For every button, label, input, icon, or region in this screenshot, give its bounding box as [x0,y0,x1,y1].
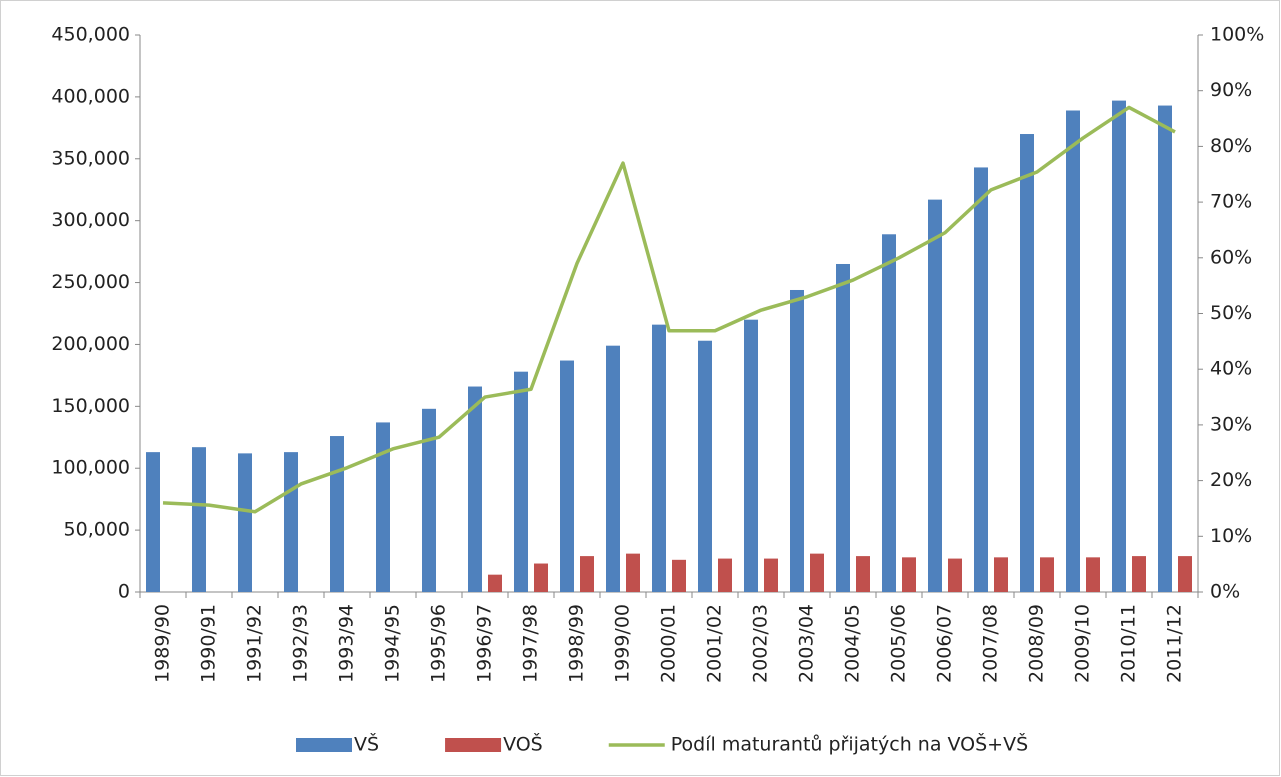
bar [698,340,712,592]
bar [1112,100,1126,592]
bar [882,234,896,592]
bar [948,558,962,592]
bar [764,558,778,592]
x-tick-label: 1998/99 [566,604,588,683]
bar [192,447,206,592]
y2-tick-label: 80% [1210,135,1252,157]
bar [994,557,1008,592]
bar [836,263,850,592]
y-tick-label: 450,000 [51,24,130,46]
x-tick-label: 1996/97 [474,604,496,683]
bar [422,408,436,592]
bar [928,199,942,592]
y2-tick-label: 60% [1210,246,1252,268]
legend-label: Podíl maturantů přijatých na VOŠ+VŠ [671,732,1028,756]
bar [1132,556,1146,592]
y-tick-label: 250,000 [51,271,130,293]
bar [744,319,758,592]
legend-label: VŠ [354,732,379,756]
x-tick-label: 2008/09 [1026,604,1048,683]
bar [718,558,732,592]
y-tick-label: 400,000 [51,85,130,107]
bar [468,386,482,592]
y2-tick-label: 40% [1210,358,1252,380]
x-tick-label: 2004/05 [842,604,864,683]
bar [902,557,916,592]
legend-swatch [445,738,502,752]
legend-swatch [296,738,352,752]
y-tick-label: 100,000 [51,457,130,479]
bar [534,563,548,592]
y-tick-label: 0 [118,581,130,603]
x-tick-label: 2003/04 [796,604,818,683]
x-tick-label: 2009/10 [1072,604,1094,683]
x-tick-label: 2007/08 [980,604,1002,683]
x-tick-label: 1994/95 [382,604,404,683]
x-tick-label: 1997/98 [520,604,542,683]
y2-tick-label: 90% [1210,79,1252,101]
y2-tick-label: 30% [1210,413,1252,435]
y-tick-label: 300,000 [51,209,130,231]
bar [330,436,344,592]
bar [672,559,686,592]
bar [146,452,160,592]
bar [1158,105,1172,592]
bar [810,553,824,592]
y-tick-label: 50,000 [64,519,130,541]
y2-tick-label: 20% [1210,469,1252,491]
y2-tick-label: 70% [1210,191,1252,213]
bar [606,345,620,592]
y2-tick-label: 50% [1210,302,1252,324]
x-tick-label: 1991/92 [244,604,266,683]
x-tick-label: 1989/90 [152,604,174,683]
y2-tick-label: 0% [1210,581,1240,603]
x-tick-label: 1999/00 [612,604,634,683]
bar [580,556,594,592]
bar [514,371,528,592]
x-tick-label: 2010/11 [1118,604,1140,683]
y2-tick-label: 100% [1210,24,1264,46]
x-tick-label: 1995/96 [428,604,450,683]
x-tick-label: 2002/03 [750,604,772,683]
bar [1040,557,1054,592]
y-tick-label: 150,000 [51,395,130,417]
bar [856,556,870,592]
bar [1020,134,1034,592]
x-tick-label: 1993/94 [336,604,358,683]
bar [488,574,502,592]
y-tick-label: 200,000 [51,333,130,355]
x-tick-label: 2001/02 [704,604,726,683]
x-tick-label: 2006/07 [934,604,956,683]
bar [626,553,640,592]
bar [1086,557,1100,592]
bar [376,422,390,592]
bar [284,452,298,592]
bar [1178,556,1192,592]
x-tick-label: 1990/91 [198,604,220,683]
y2-tick-label: 10% [1210,525,1252,547]
x-tick-label: 2000/01 [658,604,680,683]
bar [560,360,574,592]
bar [1066,110,1080,592]
y-tick-label: 350,000 [51,147,130,169]
line [162,105,1176,514]
bar [238,453,252,592]
bar [652,324,666,592]
x-tick-label: 2005/06 [888,604,910,683]
bar [974,167,988,593]
x-tick-label: 1992/93 [290,604,312,683]
x-tick-label: 2011/12 [1164,604,1186,683]
bar [790,289,804,592]
legend-label: VOŠ [503,732,543,756]
